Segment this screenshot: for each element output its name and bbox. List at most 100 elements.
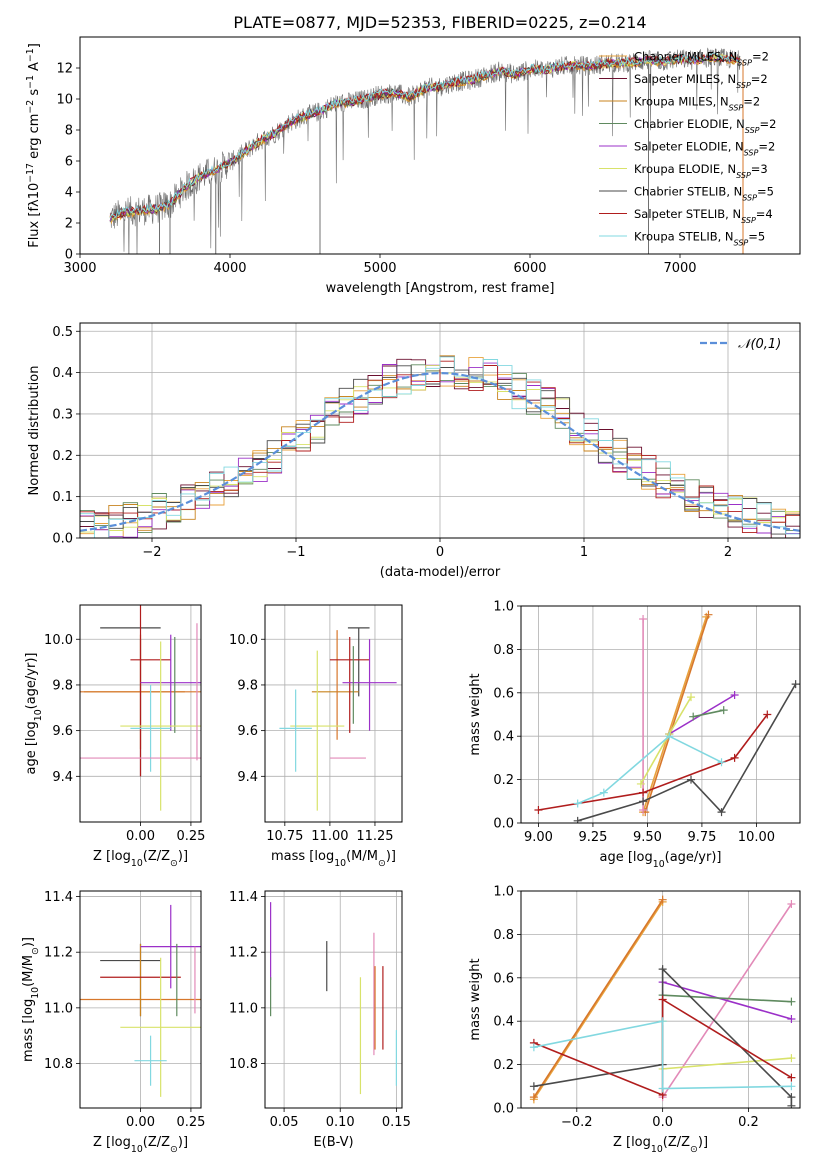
y-tick-label: 10 (56, 93, 73, 108)
mass-weight-line (538, 714, 768, 811)
mass-weight-marker (717, 758, 726, 767)
y-tick-label: 0.1 (52, 490, 73, 505)
y-tick-label: 0.2 (493, 1058, 514, 1073)
mass-weight-marker (658, 1017, 667, 1026)
mass-weight-marker (599, 788, 608, 797)
mass-weight-marker (730, 753, 739, 762)
data-point-errorbar (130, 684, 171, 772)
legend-entry: 𝒩(0,1) (738, 337, 781, 352)
legend-entry: Kroupa ELODIE, NSSP=3 (634, 162, 768, 180)
y-tick-label: 10.0 (44, 633, 73, 648)
y-tick-label: 12 (56, 62, 73, 77)
x-tick-label: 0.10 (326, 1115, 355, 1130)
data-point-errorbar (120, 641, 201, 811)
mass-weight-marker (719, 706, 728, 715)
mass-weight-marker (534, 805, 543, 814)
x-tick-label: 0.00 (126, 1115, 155, 1130)
mass-weight-marker (658, 1084, 667, 1093)
y-axis-label: Normed distribution (27, 366, 42, 496)
mass-weight-line (642, 616, 708, 813)
y-tick-label: 11.2 (44, 946, 73, 961)
gaussian-reference-line (80, 371, 800, 532)
x-tick-label: 0.15 (382, 1115, 411, 1130)
plot-area-age-vs-Z (80, 605, 201, 822)
y-tick-label: 0.8 (493, 928, 514, 943)
y-tick-label: 11.0 (229, 1001, 258, 1016)
x-tick-label: 0.25 (176, 1115, 205, 1130)
x-tick-label: 1 (580, 545, 588, 560)
y-tick-label: 0.6 (493, 971, 514, 986)
y-tick-label: 2 (65, 217, 73, 232)
y-tick-label: 9.6 (237, 724, 258, 739)
x-tick-label: 11.25 (356, 829, 393, 844)
panel-spectrum: 3000 4000 5000 6000 7000 0 2 4 6 8 10 12 wavelength … (25, 36, 801, 296)
mass-weight-line (533, 899, 664, 1098)
y-tick-label: 0.6 (493, 686, 514, 701)
x-tick-label: 2 (724, 545, 732, 560)
axes-frame (79, 890, 202, 1109)
mass-weight-marker (787, 1093, 796, 1102)
x-tick-label: −0.2 (561, 1115, 593, 1130)
residual-histogram (80, 360, 800, 534)
mass-weight-marker (665, 732, 674, 741)
legend-entry: Chabrier MILES, NSSP=2 (634, 50, 769, 68)
legend-entry: Chabrier STELIB, NSSP=5 (634, 185, 774, 203)
y-tick-label: 4 (65, 186, 73, 201)
y-tick-label: 10.8 (44, 1057, 73, 1072)
mass-weight-marker (704, 610, 713, 619)
axes-frame (79, 322, 801, 539)
y-tick-label: 9.6 (52, 724, 73, 739)
x-tick-label: 0.2 (738, 1115, 759, 1130)
mass-weight-marker (787, 1101, 796, 1108)
y-tick-label: 11.0 (44, 1001, 73, 1016)
mass-weight-marker (791, 680, 800, 689)
x-tick-label: 0.00 (126, 829, 155, 844)
legend-entry: Salpeter MILES, NSSP=2 (634, 72, 768, 90)
mass-weight-marker (787, 1082, 796, 1091)
x-tick-label: 11.00 (311, 829, 348, 844)
axes-frame (264, 604, 403, 823)
mass-weight-marker (787, 1073, 796, 1082)
y-tick-label: 0.4 (493, 730, 514, 745)
mass-weight-line (662, 994, 792, 1003)
x-axis-label: wavelength [Angstrom, rest frame] (326, 281, 555, 296)
mass-weight-marker (529, 1043, 538, 1052)
mass-weight-marker (529, 1093, 538, 1102)
x-axis-label: age [log10(age/yr)] (600, 850, 722, 870)
axes-frame (520, 890, 801, 1109)
x-tick-label: 9.50 (633, 830, 662, 845)
model-spectrum-line (109, 53, 741, 221)
mass-weight-line (577, 735, 722, 805)
x-tick-label: 0 (436, 545, 444, 560)
mass-weight-line (644, 614, 710, 813)
y-tick-label: 11.2 (229, 946, 258, 961)
x-axis-label: (data-model)/error (380, 565, 501, 580)
y-tick-label: 10.0 (229, 633, 258, 648)
x-tick-label: −1 (286, 545, 305, 560)
panel-mass-vs-Z: 0.00 0.25 10.8 11.0 11.2 11.4 Z [log10(Z/Z⊙)] m… (21, 890, 205, 1154)
mass-weight-marker (639, 615, 648, 624)
y-tick-label: 0.8 (493, 643, 514, 658)
mass-weight-marker (787, 1015, 796, 1024)
legend-entry: Chabrier ELODIE, NSSP=2 (634, 117, 776, 135)
y-tick-label: 0 (65, 248, 73, 263)
x-tick-label: 9.25 (578, 830, 607, 845)
x-tick-label: −2 (142, 545, 161, 560)
plot-area-age-vs-mass (265, 605, 402, 822)
plot-area-residuals (80, 323, 800, 538)
mass-weight-marker (636, 779, 645, 788)
mass-weight-line (662, 981, 792, 1020)
data-point-errorbar (134, 1035, 167, 1086)
legend-entry: Salpeter ELODIE, NSSP=2 (634, 140, 775, 158)
mass-weight-marker (687, 775, 696, 784)
y-tick-label: 0.4 (493, 1015, 514, 1030)
x-tick-label: 9.75 (687, 830, 716, 845)
y-axis-label: age [log10(age/yr)] (24, 653, 44, 775)
y-tick-label: 6 (65, 155, 73, 170)
y-tick-label: 0.2 (52, 449, 73, 464)
mass-weight-marker (573, 816, 582, 823)
panel-age-vs-Z: 0.00 0.25 9.4 9.6 9.8 10.0 Z [log10(Z/Z⊙)] age … (24, 604, 205, 869)
y-tick-label: 8 (65, 124, 73, 139)
